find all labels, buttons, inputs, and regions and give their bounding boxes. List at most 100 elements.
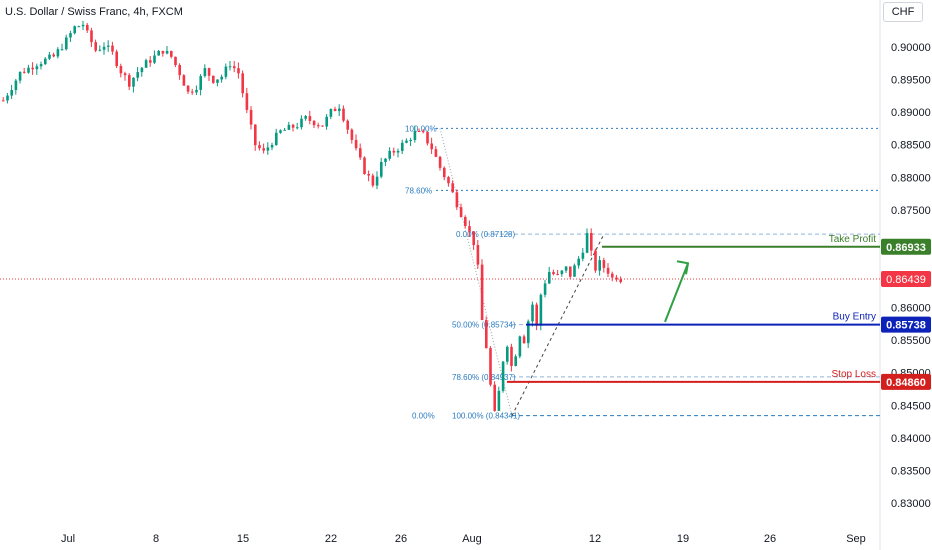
candle-body [543, 283, 547, 295]
candle-body [317, 125, 320, 127]
candle-body [216, 79, 219, 83]
x-tick-label: 26 [395, 533, 407, 545]
candle-body [333, 109, 337, 112]
candle-body [480, 264, 484, 321]
candle-body [195, 89, 198, 93]
candle-body [228, 66, 232, 68]
candle-body [388, 150, 391, 159]
candle-body [220, 76, 223, 80]
candle-body [245, 93, 249, 110]
candle-body [98, 49, 102, 51]
candle-body [170, 50, 173, 57]
fib-retracements: 100.00% 78.60% 0.00% (0.87128) 50.00% (0.85… [0, 124, 880, 421]
x-tick-label: 22 [325, 533, 337, 545]
candle-body [186, 85, 190, 92]
candle-body [270, 144, 274, 148]
candle-body [102, 46, 106, 50]
candle-body [60, 49, 64, 51]
candle-body [506, 346, 509, 362]
candle-body [354, 139, 358, 149]
candle-body [52, 54, 55, 57]
candle-body [451, 183, 454, 193]
candle-body [363, 157, 366, 175]
x-tick-label: 19 [677, 533, 689, 545]
candle-body [182, 75, 186, 86]
candle-body [212, 75, 215, 83]
level-price-badge [881, 373, 931, 390]
candle-body [464, 216, 467, 227]
target-arrow [664, 260, 690, 323]
candle-body [359, 148, 362, 158]
y-tick-label: 0.83500 [891, 465, 931, 477]
candle-body [77, 26, 81, 28]
candle-body [266, 147, 270, 151]
candle-body [573, 265, 576, 277]
level-name-label: Buy Entry [833, 312, 876, 323]
candle-body [304, 116, 307, 119]
candle-body [136, 72, 139, 78]
candle-body [291, 124, 295, 128]
y-tick-label: 0.87500 [891, 205, 931, 217]
candle-body [501, 361, 505, 391]
candle-body [590, 233, 593, 251]
candle-body [35, 66, 39, 70]
candle-body [392, 150, 396, 153]
candle-body [153, 55, 156, 63]
candle-body [31, 67, 34, 70]
arrow-head [676, 260, 690, 275]
chart-title: U.S. Dollar / Swiss Franc, 4h, FXCM [5, 6, 183, 18]
candle-body [107, 45, 110, 47]
candle-body [224, 66, 228, 77]
candle-body [262, 148, 265, 151]
candle-body [39, 64, 43, 67]
candle-body [581, 252, 585, 259]
candle-body [254, 124, 257, 146]
y-tick-label: 0.90000 [891, 42, 931, 54]
candle-body [569, 266, 572, 277]
candle-body [606, 267, 610, 274]
candle-body [615, 277, 618, 280]
x-tick-label: Jul [61, 533, 75, 545]
y-tick-label: 0.84000 [891, 433, 931, 445]
y-tick-label: 0.88500 [891, 140, 931, 152]
candle-body [325, 116, 328, 127]
candle-body [434, 149, 438, 157]
candle-body [237, 68, 240, 74]
fib-level-label: 100.00% [405, 124, 437, 133]
candle-body [296, 127, 299, 129]
level-price-label: 0.84860 [886, 377, 926, 389]
candle-body [90, 30, 93, 43]
x-tick-label: Sep [846, 533, 866, 545]
candle-body [300, 118, 303, 128]
candle-body [396, 150, 400, 153]
fib-level-label: 78.60% (0.84937) [452, 373, 516, 382]
candle-body [161, 50, 165, 54]
y-tick-label: 0.83000 [891, 498, 931, 510]
candle-body [191, 91, 194, 93]
candle-body [413, 131, 417, 141]
candle-body [485, 320, 488, 349]
candle-body [405, 140, 408, 143]
currency-button[interactable]: CHF [883, 2, 923, 22]
candle-body [594, 250, 597, 271]
candle-body [73, 26, 76, 34]
candle-body [308, 116, 312, 121]
candle-body [493, 384, 496, 411]
candle-body [312, 120, 316, 126]
candle-body [602, 260, 606, 268]
fib-trend-line [511, 233, 605, 416]
x-tick-label: Aug [462, 533, 482, 545]
candle-body [128, 75, 131, 87]
candle-body [350, 129, 354, 140]
level-price-badge [881, 238, 931, 255]
arrow-shaft [664, 262, 689, 323]
candle-body [417, 131, 421, 133]
candle-body [401, 142, 404, 151]
candle-body [174, 56, 177, 66]
candle-body [438, 156, 442, 168]
level-name-label: Take Profit [829, 234, 876, 245]
candle-body [384, 158, 387, 162]
candle-body [14, 80, 18, 91]
candle-body [560, 270, 564, 275]
